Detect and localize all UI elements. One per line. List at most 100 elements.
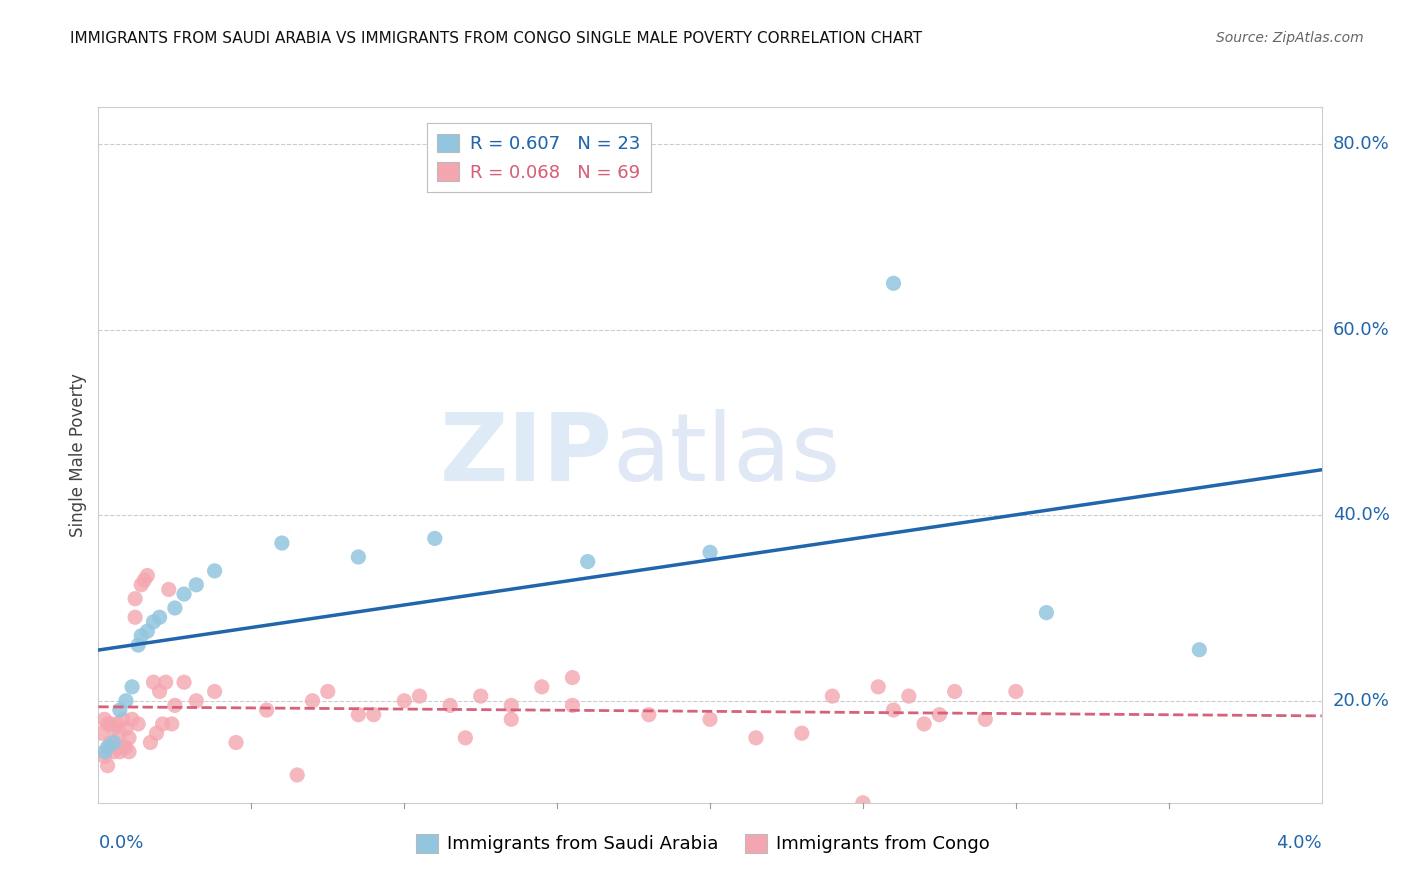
Point [108,745,131,759]
Point [124,591,146,606]
Point [129,578,152,592]
Point [103,745,125,759]
Point [108,726,131,740]
Point [115,722,138,736]
Point [821,689,844,703]
Point [157,582,180,597]
Point [883,703,905,717]
Point [270,536,294,550]
Point [974,712,997,726]
Point [501,712,523,726]
Legend: R = 0.607   N = 23, R = 0.068   N = 69: R = 0.607 N = 23, R = 0.068 N = 69 [426,123,651,193]
Text: atlas: atlas [612,409,841,501]
Point [1004,684,1026,698]
Point [115,740,138,755]
Point [699,545,721,559]
Text: IMMIGRANTS FROM SAUDI ARABIA VS IMMIGRANTS FROM CONGO SINGLE MALE POVERTY CORREL: IMMIGRANTS FROM SAUDI ARABIA VS IMMIGRAN… [70,31,922,46]
Point [285,768,308,782]
Point [155,675,177,690]
Point [134,573,156,587]
Point [111,712,134,726]
Y-axis label: Single Male Poverty: Single Male Poverty [69,373,87,537]
Point [561,698,583,713]
Text: 60.0%: 60.0% [1333,321,1389,339]
Point [111,740,134,755]
Point [163,601,186,615]
Point [439,698,461,713]
Point [100,735,122,749]
Point [97,758,120,772]
Text: 4.0%: 4.0% [1277,834,1322,852]
Point [93,712,115,726]
Point [142,675,165,690]
Point [129,629,152,643]
Point [97,717,120,731]
Point [139,735,162,749]
Text: 0.0%: 0.0% [98,834,143,852]
Point [173,675,195,690]
Point [868,680,890,694]
Point [561,671,583,685]
Point [93,745,115,759]
Point [118,745,141,759]
Point [173,587,195,601]
Point [423,532,446,546]
Point [121,680,143,694]
Point [363,707,385,722]
Point [1188,642,1211,657]
Point [105,717,128,731]
Point [1035,606,1057,620]
Point [108,703,131,717]
Point [408,689,430,703]
Point [160,717,183,731]
Point [127,638,149,652]
Point [149,610,172,624]
Point [347,549,370,564]
Point [392,694,416,708]
Point [699,712,721,726]
Legend: Immigrants from Saudi Arabia, Immigrants from Congo: Immigrants from Saudi Arabia, Immigrants… [409,827,997,861]
Point [149,684,172,698]
Text: ZIP: ZIP [439,409,612,501]
Text: 20.0%: 20.0% [1333,692,1389,710]
Point [637,707,661,722]
Point [943,684,966,698]
Point [127,717,149,731]
Point [501,698,523,713]
Point [105,740,128,755]
Point [470,689,492,703]
Point [124,610,146,624]
Point [163,698,186,713]
Point [103,722,125,736]
Point [225,735,247,749]
Point [90,726,112,740]
Point [852,796,875,810]
Point [745,731,768,745]
Point [115,694,138,708]
Point [256,703,278,717]
Point [121,712,143,726]
Point [152,717,174,731]
Point [883,277,905,291]
Point [576,555,599,569]
Point [316,684,339,698]
Point [93,749,115,764]
Point [912,717,935,731]
Point [347,707,370,722]
Point [897,689,920,703]
Point [142,615,165,629]
Point [790,726,813,740]
Text: 40.0%: 40.0% [1333,507,1389,524]
Point [103,735,125,749]
Point [136,568,159,582]
Point [530,680,553,694]
Point [145,726,167,740]
Point [186,578,208,592]
Text: 80.0%: 80.0% [1333,136,1389,153]
Point [454,731,477,745]
Point [204,684,226,698]
Text: Source: ZipAtlas.com: Source: ZipAtlas.com [1216,31,1364,45]
Point [97,740,120,755]
Point [100,717,122,731]
Point [301,694,323,708]
